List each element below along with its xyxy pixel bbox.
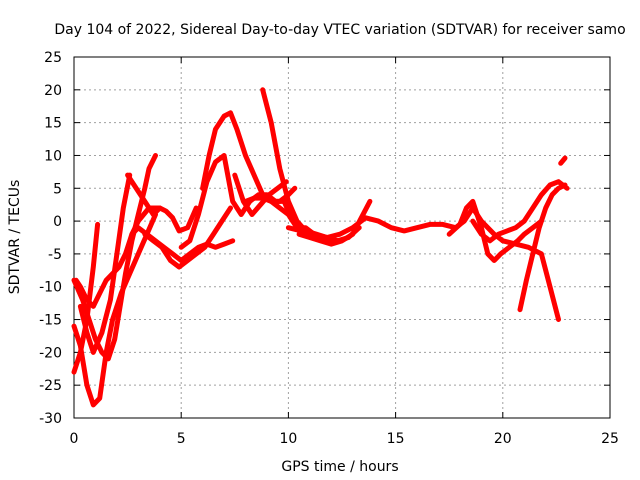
series-pass-4	[77, 172, 133, 355]
y-tick-label: -25	[39, 378, 62, 394]
x-tick-label: 5	[177, 431, 186, 447]
series-pass-3	[71, 153, 158, 362]
y-tick-label: 10	[44, 148, 62, 164]
y-tick-label: 15	[44, 116, 62, 132]
y-tick-label: 20	[44, 83, 62, 99]
plot-frame	[73, 56, 611, 419]
y-tick-label: -20	[39, 345, 62, 361]
series-pass-5	[73, 205, 163, 309]
x-tick-label: 0	[70, 431, 79, 447]
y-tick-label: 25	[44, 50, 62, 66]
series-pass-17	[470, 179, 570, 244]
x-tick-label: 15	[387, 431, 405, 447]
series-pass-12	[260, 87, 362, 244]
axis-ticks: 0 5 10 15 20 25 -30 -25 -20 -15 -10 -5 0 5 10 15 20 25	[39, 50, 619, 447]
x-tick-label: 20	[494, 431, 512, 447]
x-tick-label: 25	[601, 431, 619, 447]
series-pass-16	[446, 198, 544, 263]
x-axis-label: GPS time / hours	[281, 459, 398, 475]
series-pass-15	[296, 198, 373, 247]
x-tick-label: 10	[279, 431, 297, 447]
series-pass-8	[142, 205, 233, 270]
y-tick-label: 5	[53, 181, 62, 197]
series-pass-19	[517, 182, 568, 313]
series-pass-6	[125, 172, 199, 234]
y-axis-label: SDTVAR / TECUs	[7, 180, 23, 295]
chart-title: Day 104 of 2022, Sidereal Day-to-day VTE…	[54, 22, 625, 38]
data-series	[71, 87, 570, 408]
series-pass-20	[558, 155, 568, 166]
y-tick-label: -5	[48, 247, 62, 263]
y-tick-label: -30	[39, 411, 62, 427]
y-tick-label: -10	[39, 280, 62, 296]
y-tick-label: 0	[53, 214, 62, 230]
series-pass-1	[71, 212, 158, 408]
series-pass-13	[232, 172, 289, 217]
y-tick-label: -15	[39, 313, 62, 329]
series-pass-10	[200, 110, 298, 204]
